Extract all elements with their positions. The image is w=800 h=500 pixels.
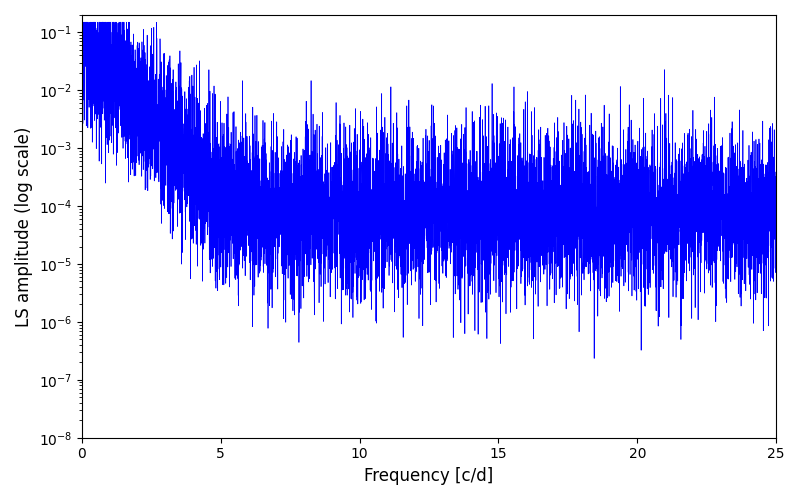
X-axis label: Frequency [c/d]: Frequency [c/d] bbox=[364, 467, 494, 485]
Y-axis label: LS amplitude (log scale): LS amplitude (log scale) bbox=[15, 126, 33, 326]
